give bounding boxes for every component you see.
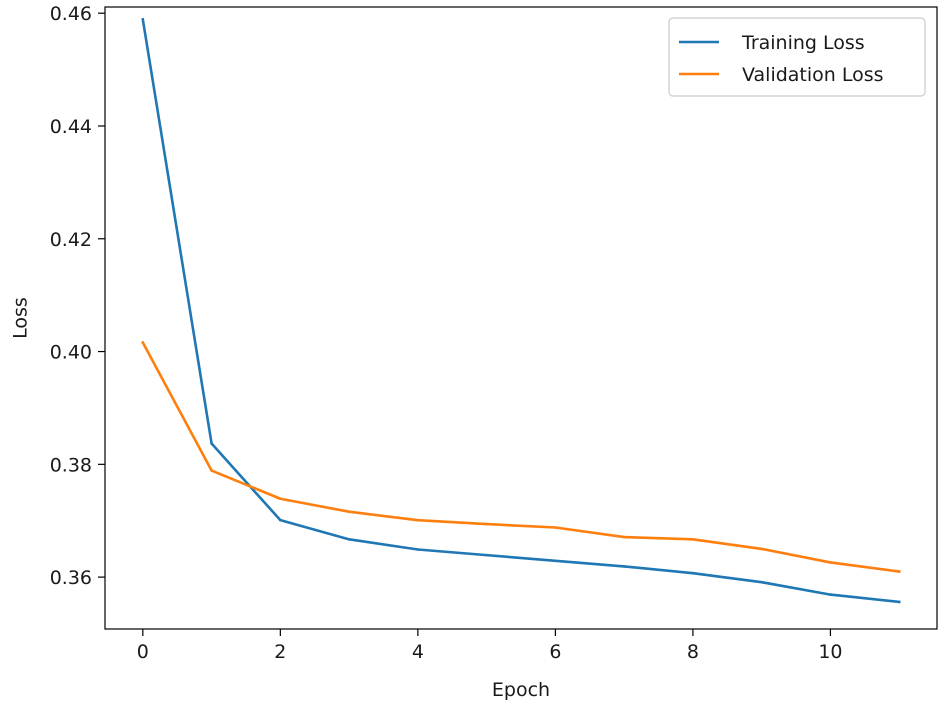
legend: Training Loss Validation Loss — [668, 17, 926, 97]
validation-loss-point — [622, 535, 626, 539]
validation-loss-point — [897, 570, 901, 573]
training-loss-point — [760, 580, 763, 584]
y-tick-label: 0.36 — [50, 567, 92, 589]
series-lines — [141, 17, 901, 604]
training-loss-line — [141, 17, 901, 604]
training-loss-point — [554, 559, 557, 563]
plot-frame — [104, 6, 938, 630]
y-axis-ticks: 0.36 0.38 0.40 0.42 0.44 0.46 — [50, 3, 105, 589]
y-tick-label: 0.44 — [50, 116, 92, 138]
y-axis-label: Loss — [10, 297, 32, 339]
x-axis-label: Epoch — [492, 679, 550, 701]
validation-loss-point — [279, 497, 282, 501]
validation-loss-point — [829, 561, 832, 564]
training-loss-point — [829, 593, 832, 596]
validation-loss-point — [554, 526, 557, 529]
training-loss-point — [622, 565, 626, 568]
training-loss-point — [897, 600, 901, 604]
x-tick-label: 0 — [137, 641, 149, 663]
x-tick-label: 6 — [549, 641, 561, 663]
legend-label-training-loss: Training Loss — [741, 32, 865, 54]
training-loss-point — [416, 548, 420, 551]
training-loss-point — [691, 571, 695, 575]
x-tick-label: 8 — [687, 641, 699, 663]
x-tick-label: 10 — [818, 641, 842, 663]
training-loss-point — [485, 553, 488, 557]
training-loss-point — [279, 518, 282, 522]
training-loss-point — [347, 538, 351, 541]
validation-loss-point — [210, 469, 213, 472]
y-tick-label: 0.38 — [50, 454, 92, 476]
y-tick-label: 0.40 — [50, 342, 92, 364]
validation-loss-point — [760, 547, 763, 551]
legend-label-validation-loss: Validation Loss — [742, 64, 884, 86]
validation-loss-line — [141, 340, 901, 573]
validation-loss-point — [416, 518, 420, 522]
y-tick-label: 0.46 — [50, 3, 92, 25]
validation-loss-point — [141, 341, 145, 344]
legend-box — [668, 17, 926, 97]
x-tick-label: 2 — [274, 641, 286, 663]
x-tick-label: 4 — [412, 641, 424, 663]
x-axis-ticks: 0 2 4 6 8 10 — [137, 629, 843, 663]
training-loss-point — [210, 442, 213, 445]
validation-loss-point — [691, 538, 695, 541]
validation-loss-point — [485, 522, 488, 526]
training-loss-point — [141, 18, 145, 21]
validation-loss-point — [347, 510, 351, 514]
y-tick-label: 0.42 — [50, 229, 92, 251]
